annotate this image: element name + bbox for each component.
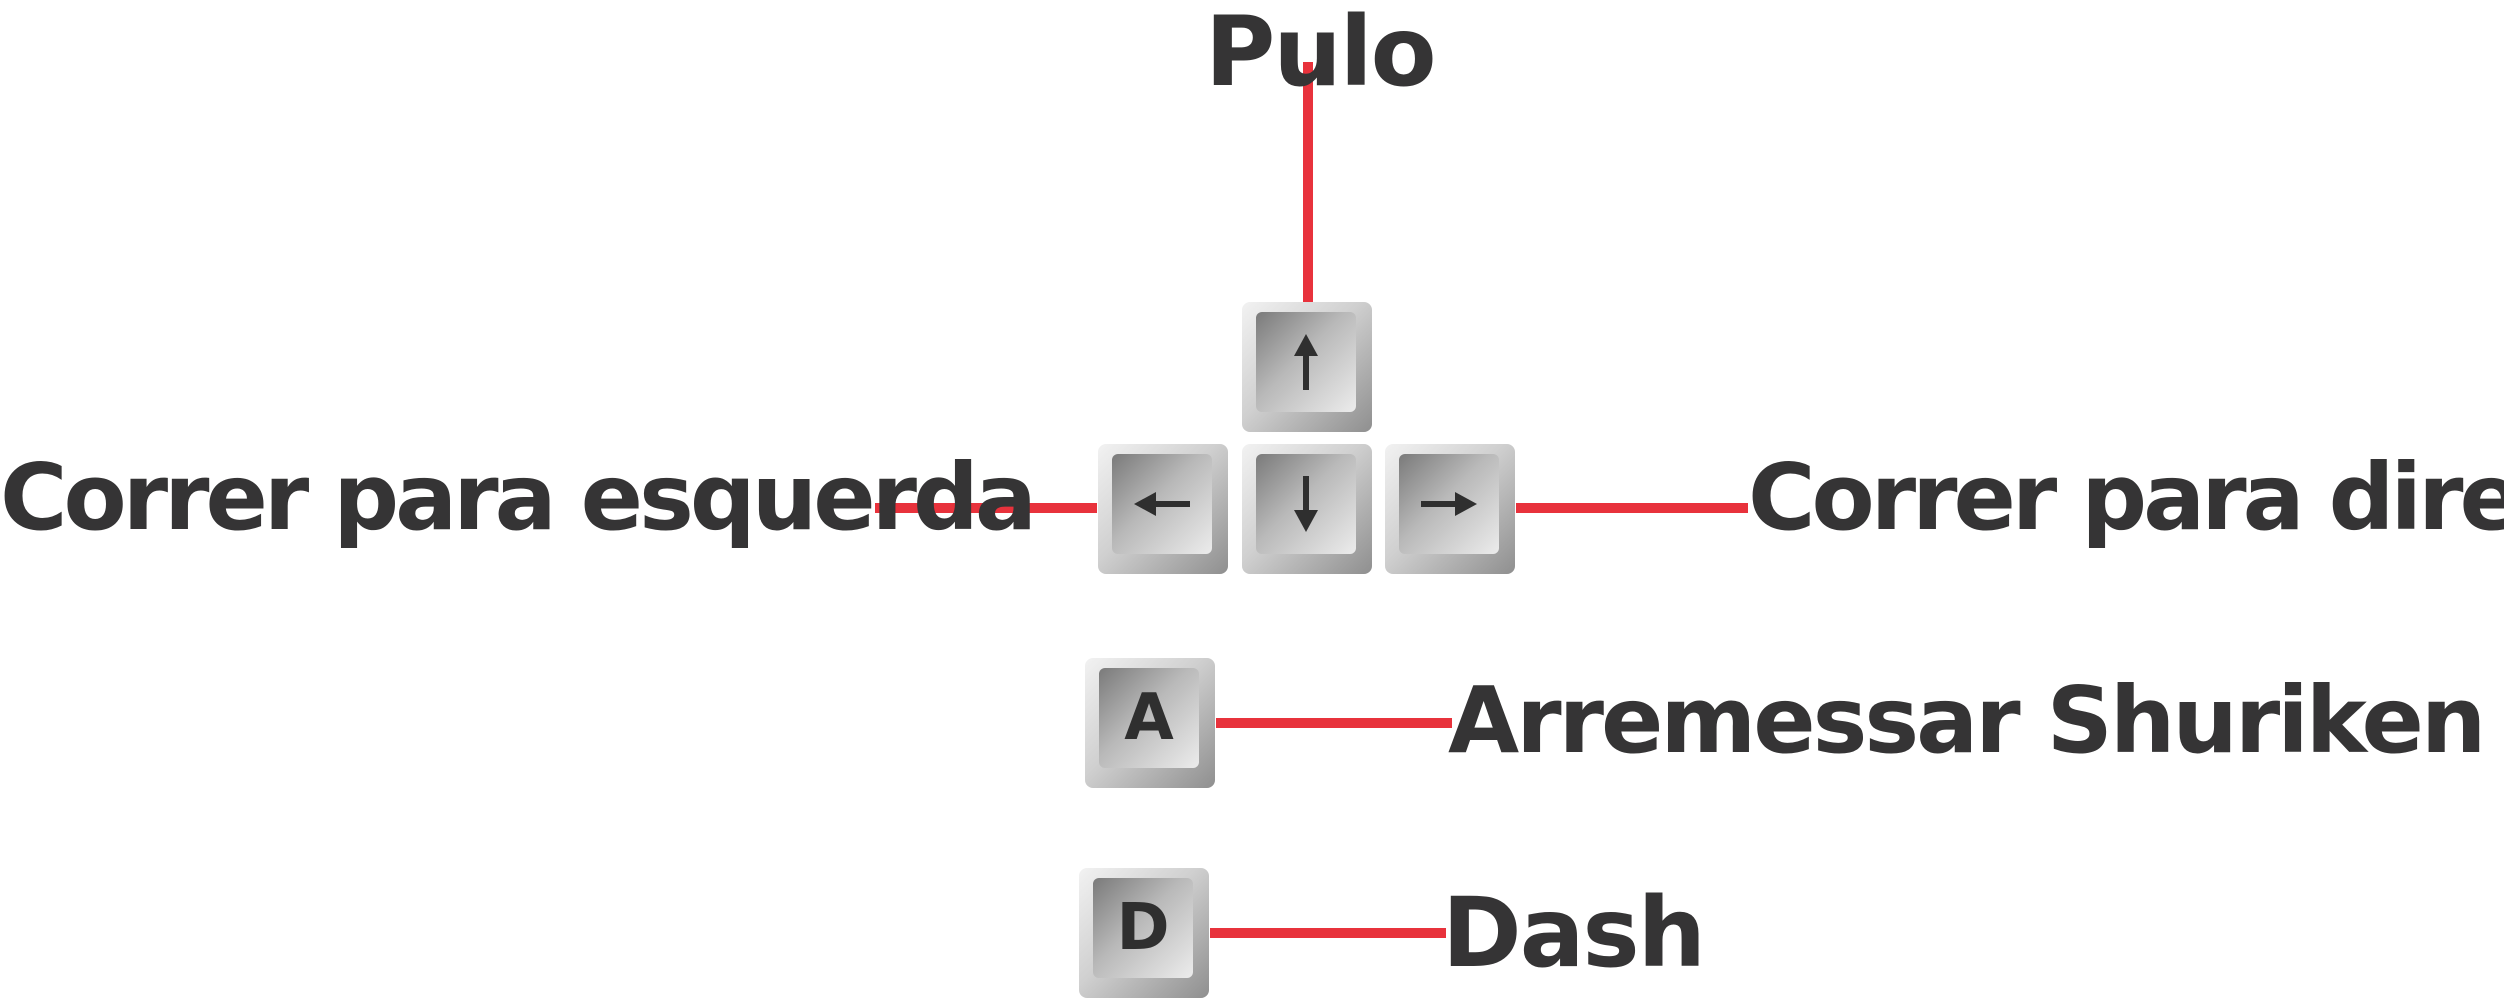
label-jump: Pulo: [1205, 0, 1437, 108]
key-right[interactable]: [1385, 444, 1515, 574]
key-left[interactable]: [1098, 444, 1228, 574]
label-dash: Dash: [1442, 877, 1706, 989]
key-d[interactable]: D: [1079, 868, 1209, 998]
key-a-label: A: [1124, 681, 1174, 755]
connector-run-left: [875, 503, 1097, 513]
key-d-label: D: [1116, 891, 1170, 965]
right-arrow-icon: [1421, 492, 1477, 516]
down-arrow-icon: [1294, 476, 1318, 532]
key-down[interactable]: [1242, 444, 1372, 574]
up-arrow-icon: [1294, 334, 1318, 390]
connector-run-right: [1516, 503, 1748, 513]
label-throw-shuriken: Arremessar Shuriken: [1448, 667, 2486, 774]
connector-jump: [1303, 62, 1313, 302]
connector-throw-shuriken: [1216, 718, 1452, 728]
key-up[interactable]: [1242, 302, 1372, 432]
left-arrow-icon: [1134, 492, 1190, 516]
label-run-left: Correr para esquerda: [0, 444, 1037, 551]
key-a[interactable]: A: [1085, 658, 1215, 788]
label-run-right: Correr para direita: [1748, 444, 2504, 551]
connector-dash: [1210, 928, 1446, 938]
